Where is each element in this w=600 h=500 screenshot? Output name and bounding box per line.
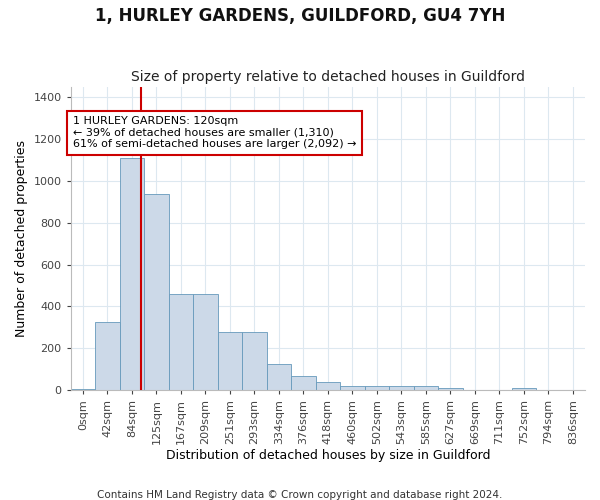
Bar — [242, 332, 266, 390]
Bar — [193, 294, 218, 390]
Bar — [144, 194, 169, 390]
Bar — [413, 386, 438, 390]
Text: 1 HURLEY GARDENS: 120sqm
← 39% of detached houses are smaller (1,310)
61% of sem: 1 HURLEY GARDENS: 120sqm ← 39% of detach… — [73, 116, 356, 150]
Text: 1, HURLEY GARDENS, GUILDFORD, GU4 7YH: 1, HURLEY GARDENS, GUILDFORD, GU4 7YH — [95, 8, 505, 26]
Bar — [169, 294, 193, 390]
Bar — [119, 158, 144, 390]
Bar — [291, 376, 316, 390]
Bar — [438, 388, 463, 390]
X-axis label: Distribution of detached houses by size in Guildford: Distribution of detached houses by size … — [166, 450, 490, 462]
Bar — [365, 386, 389, 390]
Bar — [340, 386, 365, 390]
Bar — [218, 332, 242, 390]
Bar — [316, 382, 340, 390]
Bar — [71, 388, 95, 390]
Bar — [512, 388, 536, 390]
Y-axis label: Number of detached properties: Number of detached properties — [15, 140, 28, 337]
Bar — [95, 322, 119, 390]
Text: Contains HM Land Registry data © Crown copyright and database right 2024.: Contains HM Land Registry data © Crown c… — [97, 490, 503, 500]
Title: Size of property relative to detached houses in Guildford: Size of property relative to detached ho… — [131, 70, 525, 85]
Bar — [266, 364, 291, 390]
Bar — [389, 386, 413, 390]
